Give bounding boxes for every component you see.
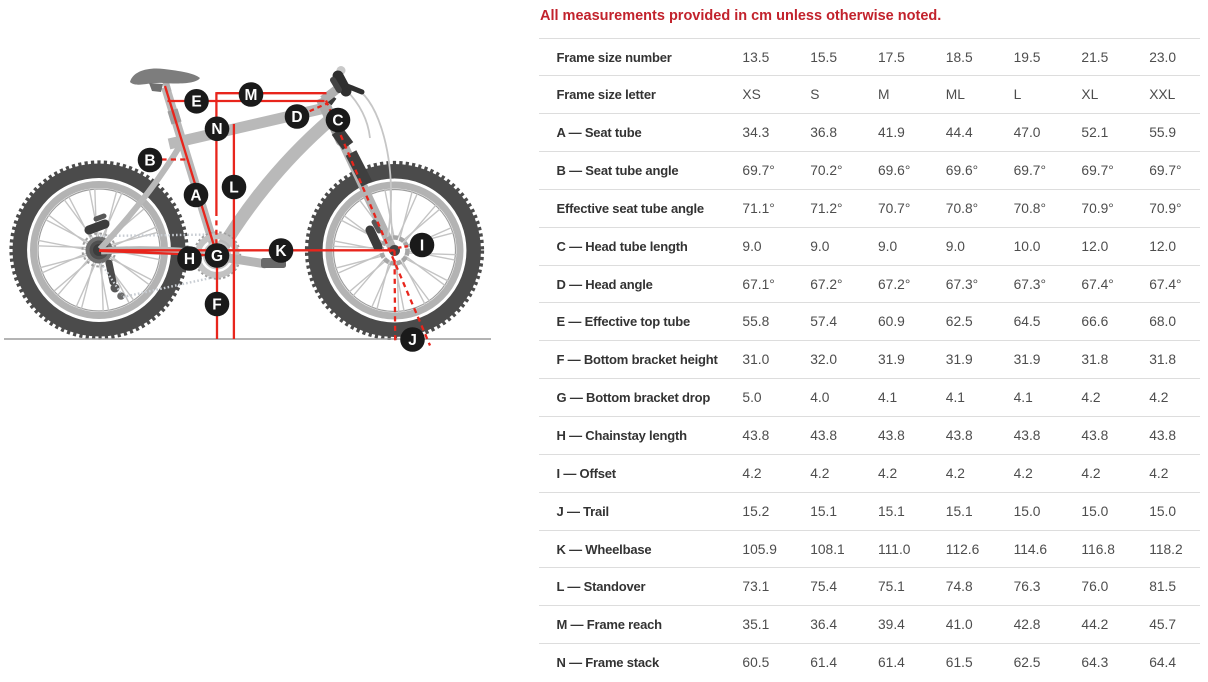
svg-text:L: L bbox=[229, 179, 238, 196]
svg-text:M: M bbox=[245, 87, 258, 104]
svg-text:K: K bbox=[275, 243, 287, 260]
svg-text:G: G bbox=[211, 248, 223, 265]
svg-text:F: F bbox=[212, 296, 221, 313]
svg-text:J: J bbox=[408, 332, 417, 349]
svg-text:E: E bbox=[191, 94, 201, 111]
svg-text:C: C bbox=[332, 112, 343, 129]
svg-text:D: D bbox=[291, 109, 302, 126]
svg-text:I: I bbox=[420, 237, 424, 254]
svg-text:B: B bbox=[144, 152, 155, 169]
svg-text:A: A bbox=[190, 187, 201, 204]
svg-text:N: N bbox=[211, 121, 222, 138]
svg-text:H: H bbox=[184, 251, 195, 268]
